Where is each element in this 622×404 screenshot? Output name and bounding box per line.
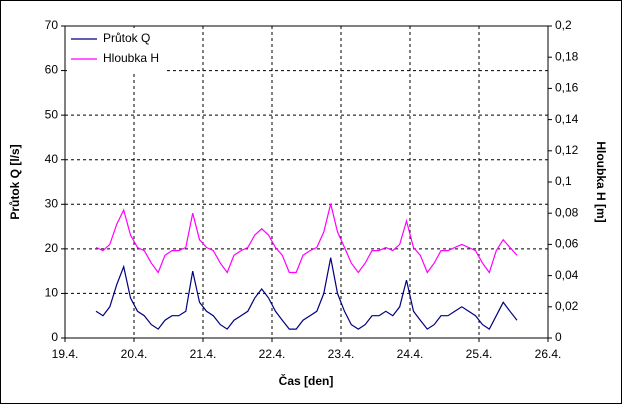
y2-tick-label: 0,16 [555,81,579,95]
y2-tick-label: 0,02 [555,299,579,313]
y2-axis-title: Hloubka H [m] [594,141,608,222]
y-tick-label: 50 [45,107,59,121]
y2-tick-label: 0,08 [555,205,579,219]
x-tick-label: 26.4. [535,347,562,361]
series-line [95,257,518,330]
y-axis-title: Průtok Q [l/s] [8,144,22,219]
y2-tick-label: 0,18 [555,49,579,63]
y-tick-label: 60 [45,63,59,77]
y2-tick-label: 0,2 [555,18,572,32]
x-tick-label: 20.4. [121,347,148,361]
y2-tick-label: 0,06 [555,237,579,251]
plot-border [64,25,549,339]
y2-tick-label: 0 [555,330,562,344]
y-tick-label: 70 [45,18,59,32]
x-tick-label: 24.4. [397,347,424,361]
legend-label: Průtok Q [103,31,150,45]
x-axis-title: Čas [den] [279,373,334,388]
x-tick-label: 22.4. [259,347,286,361]
y-tick-label: 20 [45,241,59,255]
y2-tick-label: 0,1 [555,174,572,188]
legend-box [67,28,165,72]
legend-label: Hloubka H [103,51,159,65]
x-tick-label: 21.4. [190,347,217,361]
y-tick-label: 10 [45,286,59,300]
y2-tick-label: 0,04 [555,268,579,282]
x-tick-label: 19.4. [52,347,79,361]
y-tick-label: 40 [45,152,59,166]
x-tick-label: 25.4. [466,347,493,361]
series-line [95,203,518,274]
plot-area [65,26,548,338]
y2-tick-label: 0,12 [555,143,579,157]
y-tick-label: 30 [45,196,59,210]
y-tick-label: 0 [51,330,58,344]
x-tick-label: 23.4. [328,347,355,361]
y2-tick-label: 0,14 [555,112,579,126]
